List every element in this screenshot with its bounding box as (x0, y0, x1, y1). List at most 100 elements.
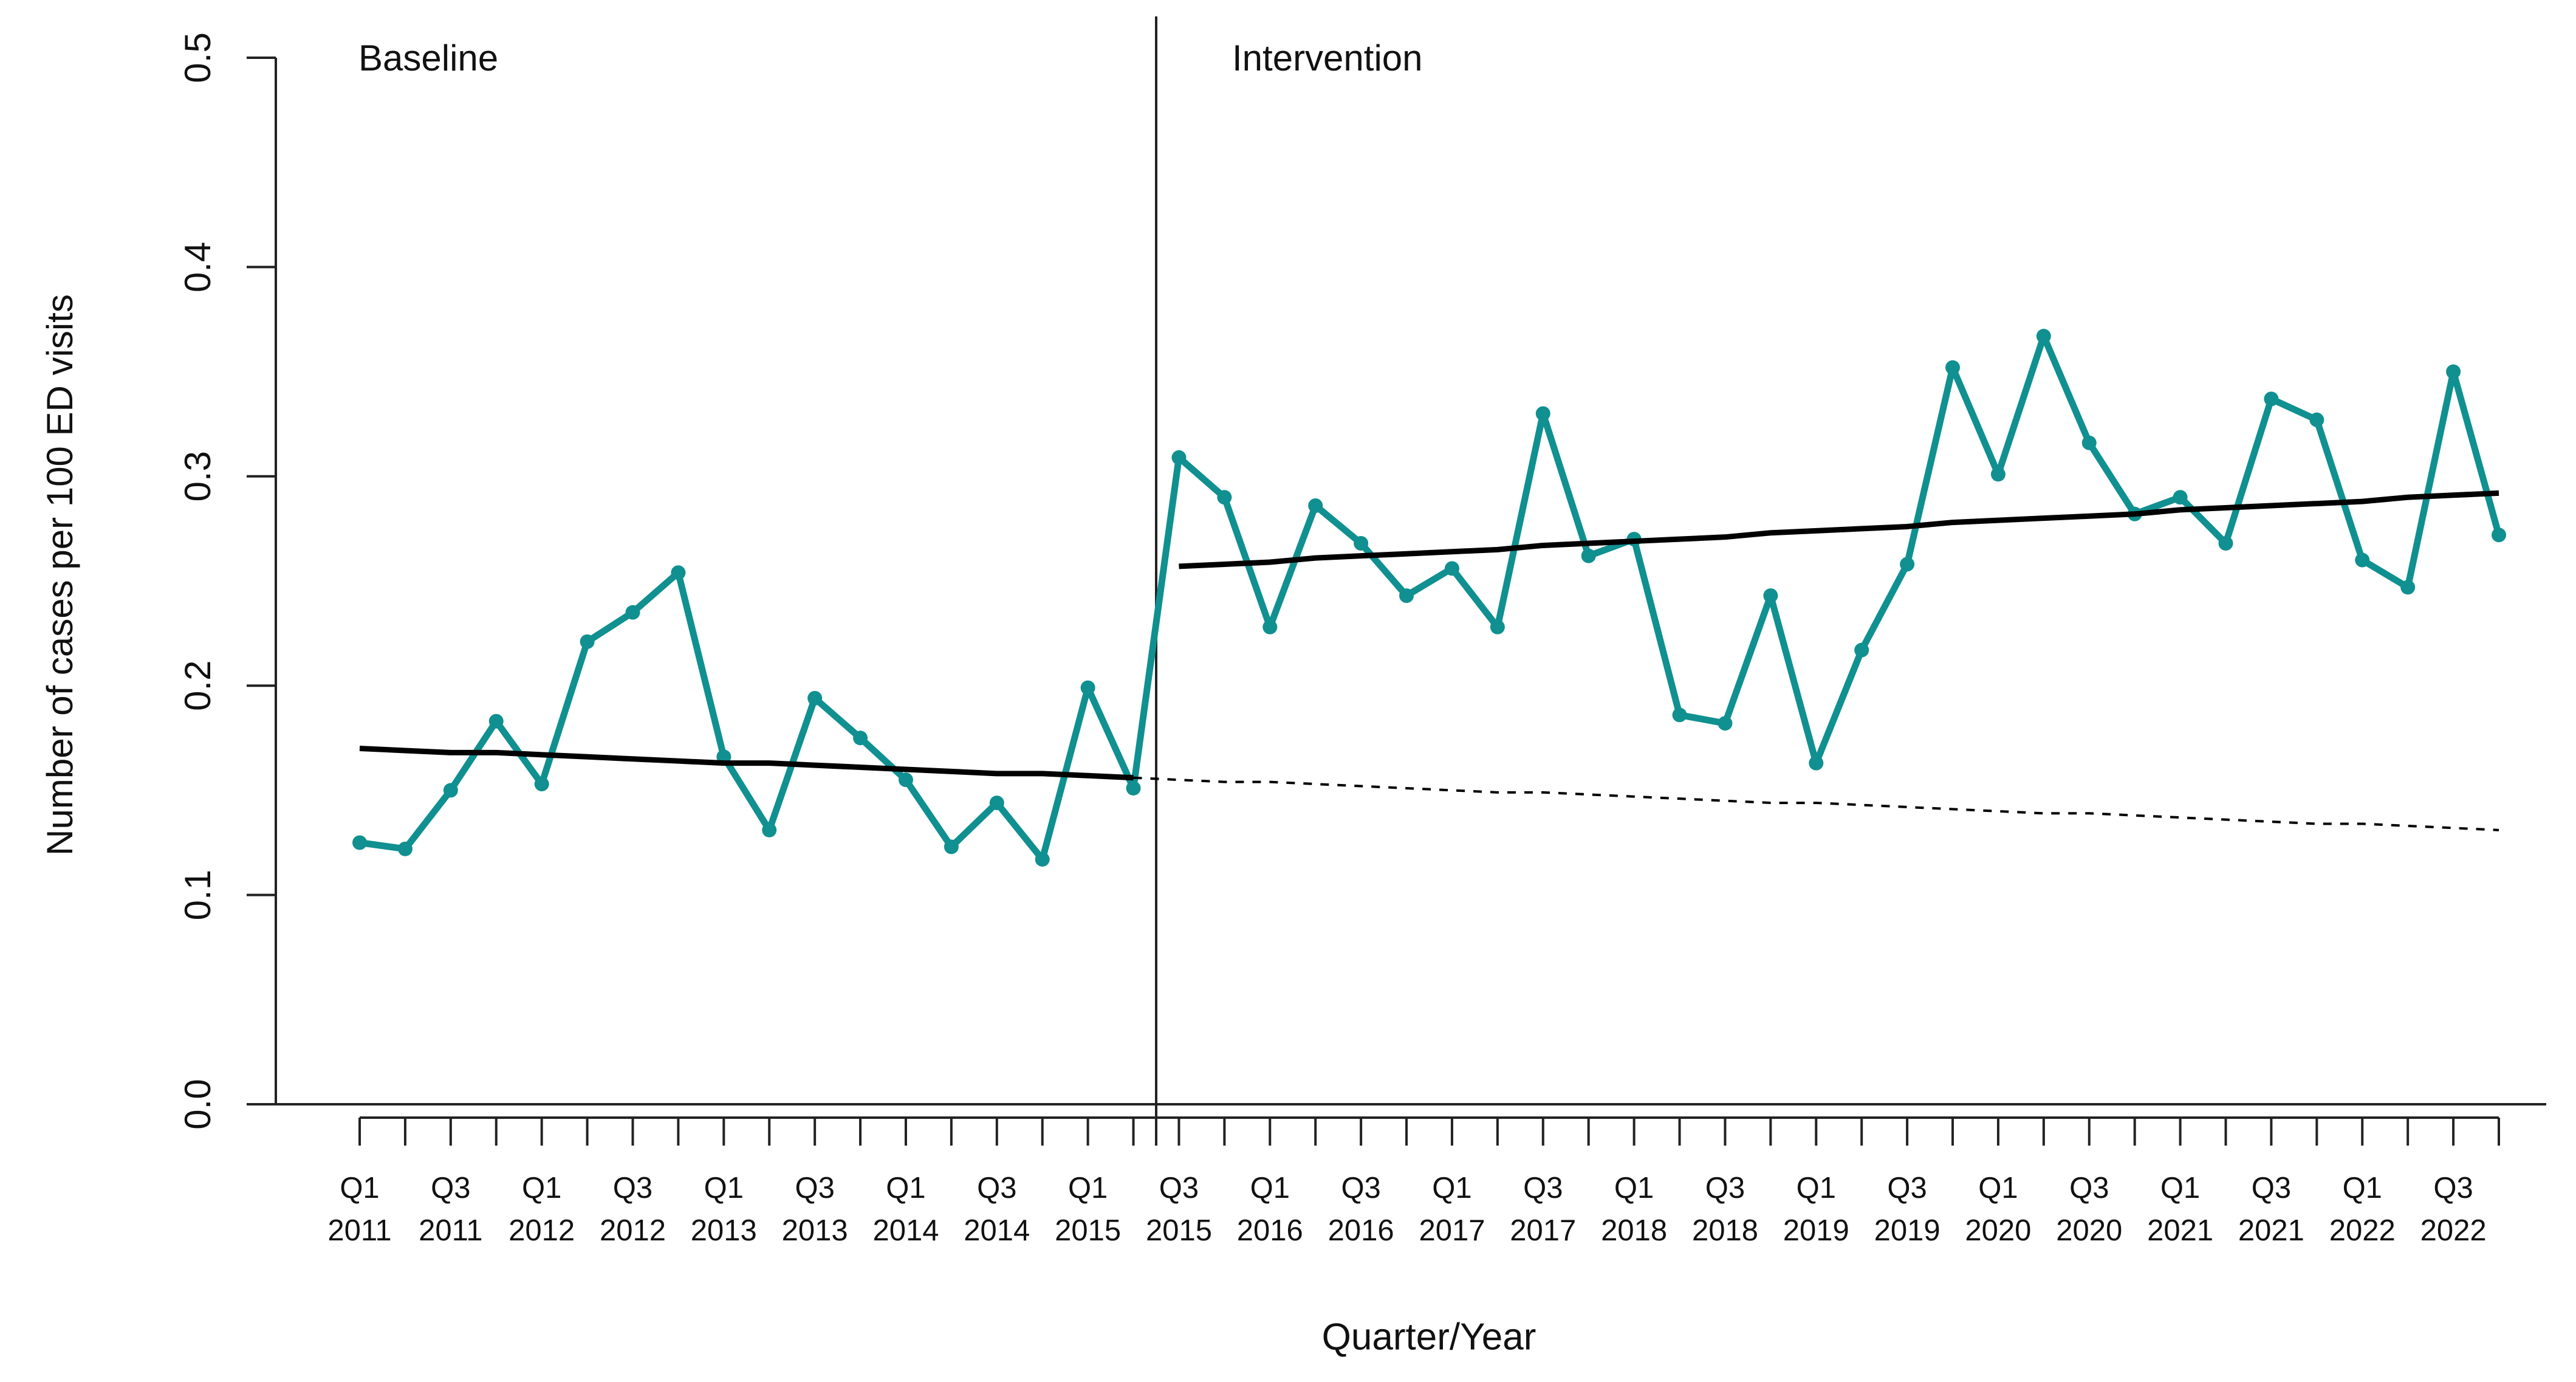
data-point (2218, 536, 2233, 551)
x-tick-label: 2021 (2147, 1214, 2213, 1247)
data-point (625, 605, 640, 620)
data-point (762, 822, 777, 837)
data-point (944, 839, 959, 854)
y-tick-label: 0.3 (177, 451, 218, 501)
x-tick-label: 2019 (1874, 1214, 1941, 1247)
x-tick-label: 2017 (1510, 1214, 1576, 1247)
data-point (397, 841, 413, 856)
x-tick-label: Q1 (1614, 1172, 1654, 1205)
x-tick-label: 2017 (1419, 1214, 1485, 1247)
x-tick-label: Q3 (431, 1172, 470, 1205)
data-point (1308, 498, 1323, 514)
data-point (1535, 406, 1550, 421)
x-tick-label: 2015 (1055, 1214, 1121, 1247)
data-point (1399, 588, 1414, 603)
annotation: Intervention (1232, 38, 1423, 78)
x-tick-label: 2011 (419, 1214, 482, 1247)
x-tick-label: 2011 (327, 1214, 391, 1247)
data-point (2173, 490, 2188, 505)
x-tick-label: 2013 (782, 1214, 848, 1247)
annotation: Baseline (358, 38, 498, 78)
x-tick-label: Q1 (522, 1172, 561, 1205)
x-tick-label: 2012 (509, 1214, 575, 1247)
x-tick-label: Q3 (1341, 1172, 1380, 1205)
data-point (1126, 780, 1141, 796)
x-tick-label: Q1 (1432, 1172, 1471, 1205)
data-point (1354, 536, 1369, 551)
x-tick-label: 2016 (1328, 1214, 1394, 1247)
x-tick-label: 2019 (1783, 1214, 1849, 1247)
data-point (488, 713, 504, 729)
x-tick-label: Q3 (795, 1172, 834, 1205)
x-tick-label: Q1 (1797, 1172, 1836, 1205)
x-tick-label: Q1 (2343, 1172, 2382, 1205)
data-point (989, 796, 1004, 811)
y-tick-label: 0.1 (177, 870, 218, 920)
data-point (2492, 528, 2506, 543)
x-tick-label: Q3 (2252, 1172, 2291, 1205)
x-tick-label: 2022 (2329, 1214, 2396, 1247)
data-point (1900, 557, 1915, 572)
x-tick-label: Q3 (613, 1172, 653, 1205)
data-point (2309, 412, 2324, 427)
x-tick-label: Q1 (704, 1172, 744, 1205)
data-point (2400, 580, 2416, 595)
data-point (1035, 852, 1050, 867)
data-point (1718, 716, 1733, 731)
data-point (1490, 619, 1505, 634)
data-point (898, 772, 913, 788)
data-point (1581, 548, 1596, 563)
data-point (1217, 490, 1232, 505)
x-tick-label: Q1 (2160, 1172, 2200, 1205)
trend-line (1133, 776, 2499, 831)
data-point (2036, 329, 2051, 344)
data-point (1763, 588, 1778, 603)
x-tick-label: Q3 (1887, 1172, 1927, 1205)
data-point (1672, 707, 1687, 723)
y-tick-label: 0.2 (177, 660, 218, 710)
x-tick-label: Q1 (886, 1172, 925, 1205)
data-point (534, 777, 549, 792)
data-point (443, 783, 458, 798)
data-point (1171, 450, 1187, 465)
x-tick-label: Q3 (2069, 1172, 2109, 1205)
y-tick-label: 0.0 (177, 1079, 218, 1129)
x-tick-label: 2018 (1601, 1214, 1667, 1247)
data-point (352, 835, 367, 850)
data-line (359, 332, 2502, 863)
x-tick-label: Q3 (1159, 1172, 1199, 1205)
x-tick-label: 2020 (2056, 1214, 2122, 1247)
x-tick-label: 2021 (2238, 1214, 2304, 1247)
data-point (853, 731, 868, 746)
x-tick-label: 2012 (600, 1214, 666, 1247)
data-point (807, 690, 823, 706)
data-point (2446, 364, 2461, 379)
y-tick-label: 0.4 (177, 242, 218, 292)
x-tick-label: Q1 (1978, 1172, 2018, 1205)
x-tick-label: 2015 (1146, 1214, 1212, 1247)
x-tick-label: 2020 (1965, 1214, 2031, 1247)
x-tick-label: Q1 (1068, 1172, 1108, 1205)
x-tick-label: 2016 (1237, 1214, 1303, 1247)
data-point (1854, 642, 1869, 658)
data-point (2264, 391, 2279, 407)
data-point (1444, 561, 1459, 576)
y-tick-label: 0.5 (177, 32, 218, 83)
data-point (1262, 619, 1278, 634)
data-point (580, 634, 595, 649)
x-axis-title: Quarter/Year (1322, 1316, 1536, 1358)
data-point (671, 565, 686, 580)
data-point (2355, 552, 2370, 568)
x-tick-label: 2014 (964, 1214, 1030, 1247)
data-point (1809, 755, 1824, 771)
y-axis-title: Number of cases per 100 ED visits (39, 294, 80, 856)
x-tick-label: Q3 (1705, 1172, 1745, 1205)
x-tick-label: Q3 (977, 1172, 1016, 1205)
trend-line (1179, 490, 2499, 569)
x-tick-label: Q1 (1250, 1172, 1290, 1205)
x-tick-label: 2013 (691, 1214, 757, 1247)
x-tick-label: Q1 (340, 1172, 379, 1205)
x-tick-label: 2014 (872, 1214, 939, 1247)
